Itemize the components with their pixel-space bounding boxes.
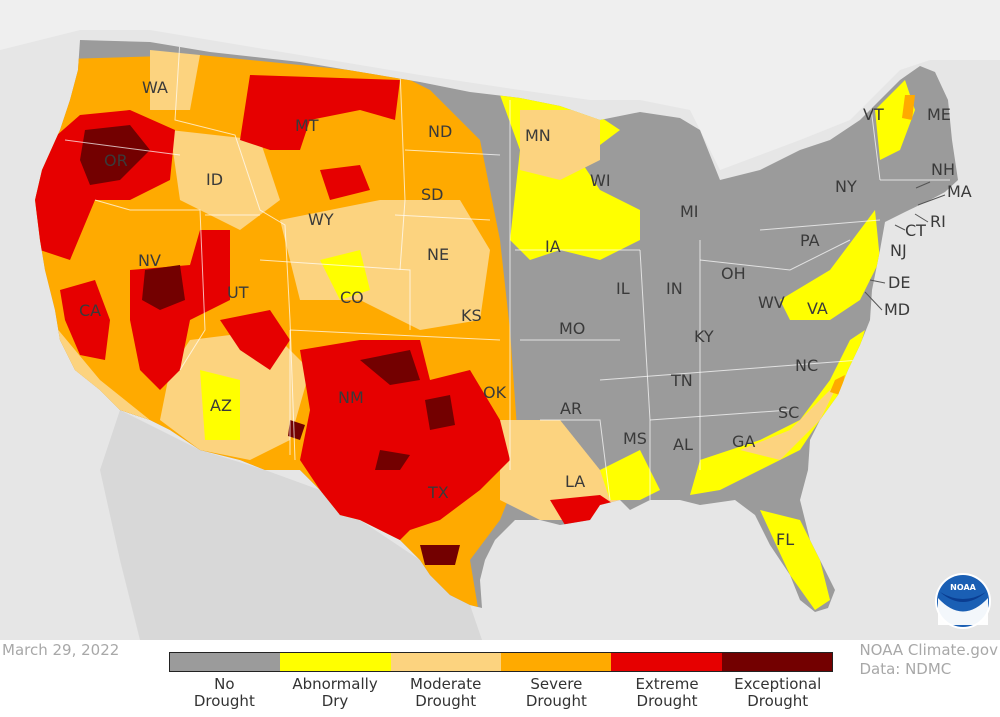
state-label-mt: MT [295,116,319,135]
state-label-ok: OK [483,383,507,402]
state-label-in: IN [666,279,683,298]
legend-swatch-abnormally-dry [280,653,391,671]
legend-label-moderate: Moderate Drought [410,675,482,710]
state-label-nv: NV [138,251,161,270]
legend-label-abnormally-dry: Abnormally Dry [292,675,378,710]
legend-swatch-no-drought [170,653,281,671]
state-label-ga: GA [732,432,755,451]
state-label-ut: UT [227,283,249,302]
state-label-or: OR [104,151,128,170]
state-label-il: IL [616,279,630,298]
state-label-nd: ND [428,122,452,141]
state-label-nc: NC [795,356,818,375]
state-label-md: MD [884,300,910,319]
state-label-ms: MS [623,429,647,448]
state-label-ca: CA [79,301,101,320]
state-label-wv: WV [758,293,785,312]
state-label-id: ID [206,170,223,189]
state-label-sd: SD [421,185,443,204]
legend-swatch-severe [500,653,612,671]
state-label-nm: NM [338,388,364,407]
legend-swatch-extreme [611,653,722,671]
legend-label-exceptional: Exceptional Drought [734,675,822,710]
map-date: March 29, 2022 [2,641,120,659]
noaa-logo: NOAA [935,573,991,629]
state-label-vt: VT [863,105,884,124]
noaa-logo-text: NOAA [950,583,976,592]
legend-swatch-moderate [390,653,501,671]
state-label-oh: OH [721,264,746,283]
state-label-ky: KY [694,327,714,346]
state-label-la: LA [565,472,585,491]
state-label-ma: MA [947,182,972,201]
state-label-fl: FL [776,530,794,549]
legend-labels: No Drought Abnormally Dry Moderate Drought … [169,676,833,710]
state-label-ks: KS [461,306,482,325]
state-label-ar: AR [560,399,582,418]
state-label-ia: IA [545,237,561,256]
state-label-va: VA [807,299,828,318]
legend-swatch-exceptional [721,653,832,671]
state-label-co: CO [340,288,364,307]
state-label-nj: NJ [890,241,907,260]
drought-map: NOAA WA OR CA ID NV MT WY UT AZ CO NM ND… [0,0,1000,640]
state-label-wy: WY [308,210,334,229]
state-label-wa: WA [142,78,168,97]
state-label-sc: SC [778,403,799,422]
leader-lines [864,181,946,311]
state-labels: WA OR CA ID NV MT WY UT AZ CO NM ND SD N… [79,78,972,549]
state-label-mo: MO [559,319,585,338]
state-label-az: AZ [210,396,232,415]
state-label-mi: MI [680,202,699,221]
credit-source: NOAA Climate.gov [859,641,998,659]
state-label-mn: MN [525,126,551,145]
credit: NOAA Climate.gov Data: NDMC [859,641,998,679]
legend-label-extreme: Extreme Drought [635,675,699,710]
state-label-tx: TX [427,483,449,502]
state-label-al: AL [673,435,693,454]
state-label-pa: PA [800,231,820,250]
credit-data: Data: NDMC [859,660,952,678]
state-label-ct: CT [905,221,926,240]
legend-bar [169,652,833,672]
state-label-ne: NE [427,245,449,264]
state-label-me: ME [927,105,951,124]
state-label-wi: WI [590,171,611,190]
state-label-nh: NH [931,160,955,179]
state-label-ri: RI [930,212,946,231]
state-label-tn: TN [670,371,693,390]
legend-label-severe: Severe Drought [525,675,587,710]
state-label-ny: NY [835,177,857,196]
state-label-de: DE [888,273,910,292]
legend-label-no-drought: No Drought [193,675,255,710]
